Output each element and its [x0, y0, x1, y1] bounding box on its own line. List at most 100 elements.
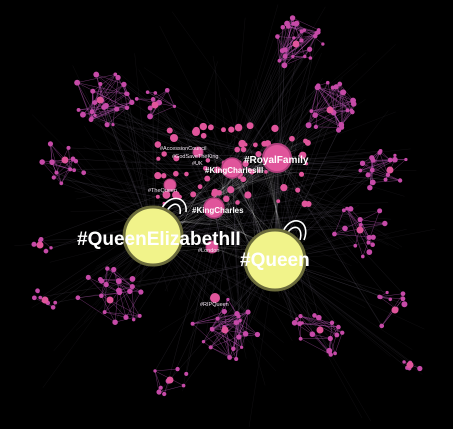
- cluster-center-node: [356, 226, 364, 234]
- cluster-node: [289, 15, 296, 21]
- cluster-edge: [277, 36, 286, 57]
- cluster-node: [92, 100, 98, 106]
- cluster-center-node: [292, 40, 300, 48]
- hub-edge: [134, 53, 154, 237]
- cluster-node: [365, 172, 371, 178]
- cluster-edge: [360, 152, 380, 171]
- hub-edge: [182, 207, 215, 392]
- hub-edge: [168, 207, 215, 382]
- cluster-node: [104, 122, 110, 128]
- cluster-node: [181, 383, 186, 388]
- cluster-edge: [104, 311, 127, 318]
- cluster-edge: [95, 74, 107, 106]
- cluster-node: [238, 318, 242, 323]
- cluster-center-node: [61, 156, 69, 164]
- cluster-center-node: [151, 101, 159, 109]
- cluster-node: [50, 305, 56, 310]
- cluster-node: [112, 319, 118, 325]
- cluster-edge: [311, 86, 337, 112]
- cluster-node: [114, 106, 120, 112]
- cluster-edge: [117, 77, 133, 103]
- cluster-node: [382, 220, 388, 227]
- cluster-node: [134, 96, 139, 101]
- cluster-edge: [279, 49, 310, 61]
- cluster-node: [234, 356, 239, 362]
- cluster-node: [314, 84, 321, 91]
- core-node: [289, 135, 295, 142]
- core-node: [200, 132, 207, 139]
- cluster-node: [299, 29, 304, 34]
- hub-edge: [178, 112, 215, 209]
- core-node: [304, 139, 311, 146]
- cluster-node: [116, 289, 123, 296]
- hub-edge: [74, 191, 215, 209]
- cluster-node: [153, 369, 157, 373]
- node-uk: [192, 146, 204, 158]
- cluster-node: [385, 290, 389, 295]
- cluster-node: [275, 34, 280, 39]
- hub-edge: [152, 61, 218, 237]
- cluster-edge: [90, 91, 94, 120]
- hub-edge: [231, 167, 321, 179]
- cluster-edge: [50, 143, 66, 160]
- cluster-node: [105, 266, 110, 271]
- hub-edge: [117, 77, 233, 169]
- core-edge: [156, 173, 274, 221]
- core-node: [205, 158, 211, 163]
- cluster-edge: [210, 311, 249, 348]
- cluster-node: [309, 331, 316, 338]
- cluster-node: [327, 335, 333, 342]
- hub-edge: [159, 25, 233, 169]
- hub-edge: [155, 92, 215, 209]
- cluster-edge: [315, 126, 342, 128]
- cluster-node: [292, 36, 296, 40]
- cluster-node: [88, 117, 94, 123]
- hub-edge: [152, 167, 233, 209]
- cluster-center-node: [406, 361, 414, 369]
- cluster-edge: [300, 315, 331, 355]
- hub-edge: [231, 167, 386, 180]
- cluster-node: [280, 25, 286, 30]
- cluster-edge: [238, 316, 258, 335]
- hub-edge: [213, 169, 267, 209]
- cluster-edge: [229, 347, 242, 358]
- hub-edge: [231, 167, 239, 317]
- hub-edge: [64, 178, 215, 209]
- hub-edge: [180, 207, 215, 300]
- cluster-node: [392, 156, 398, 163]
- core-edge: [244, 144, 265, 182]
- cluster-edge: [212, 329, 242, 348]
- hub-edge: [213, 207, 319, 223]
- cluster-node: [227, 355, 233, 360]
- node-queen-elizabeth: [122, 205, 184, 267]
- hub-edge: [41, 167, 233, 240]
- hub-edge: [231, 43, 324, 169]
- core-node: [199, 122, 207, 131]
- core-node: [271, 124, 279, 133]
- cluster-node: [51, 175, 56, 180]
- cluster-edge: [94, 102, 108, 125]
- cluster-edge: [152, 90, 168, 100]
- cluster-node: [326, 347, 333, 354]
- hub-edge: [274, 33, 317, 261]
- cluster-node: [89, 109, 95, 115]
- cluster-node: [103, 281, 109, 288]
- cluster-edge: [91, 77, 119, 119]
- cluster-edge: [150, 106, 175, 117]
- cluster-node: [111, 266, 117, 273]
- hub-edge: [276, 157, 382, 327]
- label-accession: #AccessionCouncil: [160, 146, 206, 152]
- hub-edge: [68, 147, 278, 159]
- cluster-edge: [362, 210, 380, 257]
- cluster-edge: [362, 163, 401, 181]
- cluster-node: [332, 231, 337, 237]
- hub-edge: [213, 70, 217, 209]
- cluster-node: [38, 238, 43, 243]
- cluster-node: [70, 156, 76, 162]
- cluster-node: [307, 46, 313, 52]
- cluster-edge: [50, 143, 71, 170]
- cluster-edge: [284, 55, 305, 57]
- hub-edge: [213, 56, 305, 209]
- hub-edge: [152, 174, 388, 237]
- cluster-edge: [203, 299, 229, 342]
